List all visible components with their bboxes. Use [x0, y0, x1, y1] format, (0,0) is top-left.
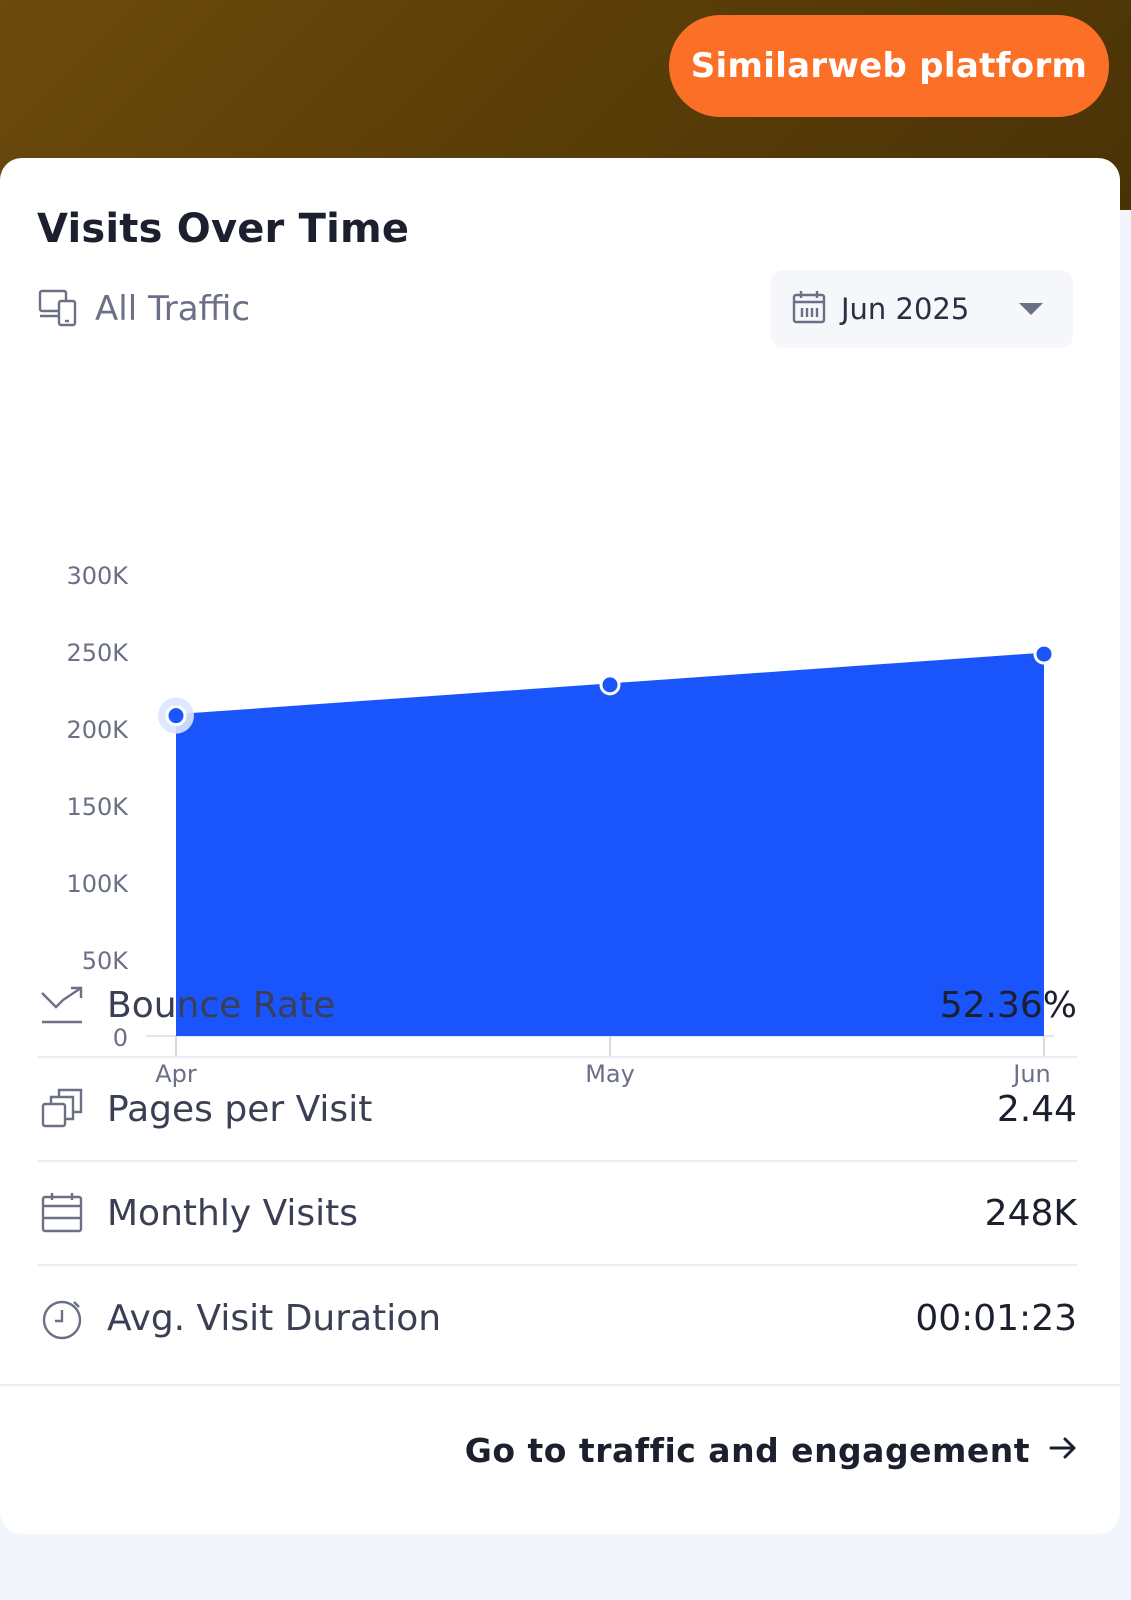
devices-icon	[37, 285, 81, 333]
footer-divider	[0, 1384, 1120, 1386]
calendar-icon	[37, 1188, 87, 1238]
visits-area	[176, 654, 1044, 1036]
similarweb-platform-button[interactable]: Similarweb platform	[669, 15, 1109, 117]
traffic-filter: All Traffic	[37, 286, 250, 332]
x-tick-label: May	[585, 1060, 635, 1088]
metric-value: 00:01:23	[915, 1297, 1077, 1339]
metric-pages-per-visit: Pages per Visit 2.44	[37, 1058, 1077, 1162]
y-tick-label: 200K	[66, 716, 129, 744]
metric-label: Monthly Visits	[107, 1192, 359, 1234]
metric-label: Bounce Rate	[107, 984, 336, 1026]
y-tick-label: 100K	[66, 870, 129, 898]
data-point	[599, 674, 621, 696]
y-tick-label: 300K	[66, 562, 129, 590]
metric-label: Pages per Visit	[107, 1088, 373, 1130]
trend-down-icon	[37, 980, 87, 1030]
card-title: Visits Over Time	[37, 206, 410, 252]
date-picker-label: Jun 2025	[841, 292, 970, 326]
metric-value: 2.44	[996, 1088, 1077, 1130]
metric-avg-visit-duration: Avg. Visit Duration 00:01:23	[37, 1266, 1077, 1370]
metric-value: 248K	[984, 1192, 1077, 1234]
pages-stack-icon	[37, 1084, 87, 1134]
y-tick-label: 50K	[82, 947, 130, 975]
caret-down-icon	[1019, 303, 1043, 315]
y-tick-label: 150K	[66, 793, 129, 821]
visits-card: Visits Over Time All Traffic Jun 2025 0 5…	[0, 158, 1120, 1534]
visits-chart: 0 50K 100K 150K 200K 250K 300K Apr May Jun	[0, 388, 1120, 1108]
metrics-list: Bounce Rate 52.36% Pages per Visit 2.44	[37, 954, 1077, 1370]
x-tick-label: Jun	[1011, 1060, 1051, 1088]
visits-chart-svg: 0 50K 100K 150K 200K 250K 300K Apr May Jun	[66, 562, 1055, 1088]
metric-value: 52.36%	[939, 984, 1077, 1026]
traffic-filter-label: All Traffic	[95, 289, 251, 329]
traffic-engagement-link[interactable]: Go to traffic and engagement	[465, 1420, 1078, 1480]
metric-monthly-visits: Monthly Visits 248K	[37, 1162, 1077, 1266]
metric-bounce-rate: Bounce Rate 52.36%	[37, 954, 1077, 1058]
data-point	[1033, 643, 1055, 665]
date-picker[interactable]: Jun 2025	[771, 270, 1073, 348]
footer-link-label: Go to traffic and engagement	[464, 1430, 1030, 1470]
stopwatch-icon	[37, 1293, 87, 1343]
y-tick-label: 0	[113, 1024, 128, 1052]
x-tick-label: Apr	[155, 1060, 197, 1088]
y-tick-label: 250K	[66, 639, 129, 667]
metric-label: Avg. Visit Duration	[107, 1297, 442, 1339]
data-point	[165, 705, 187, 727]
calendar-icon	[791, 289, 827, 329]
arrow-right-icon	[1048, 1433, 1078, 1467]
